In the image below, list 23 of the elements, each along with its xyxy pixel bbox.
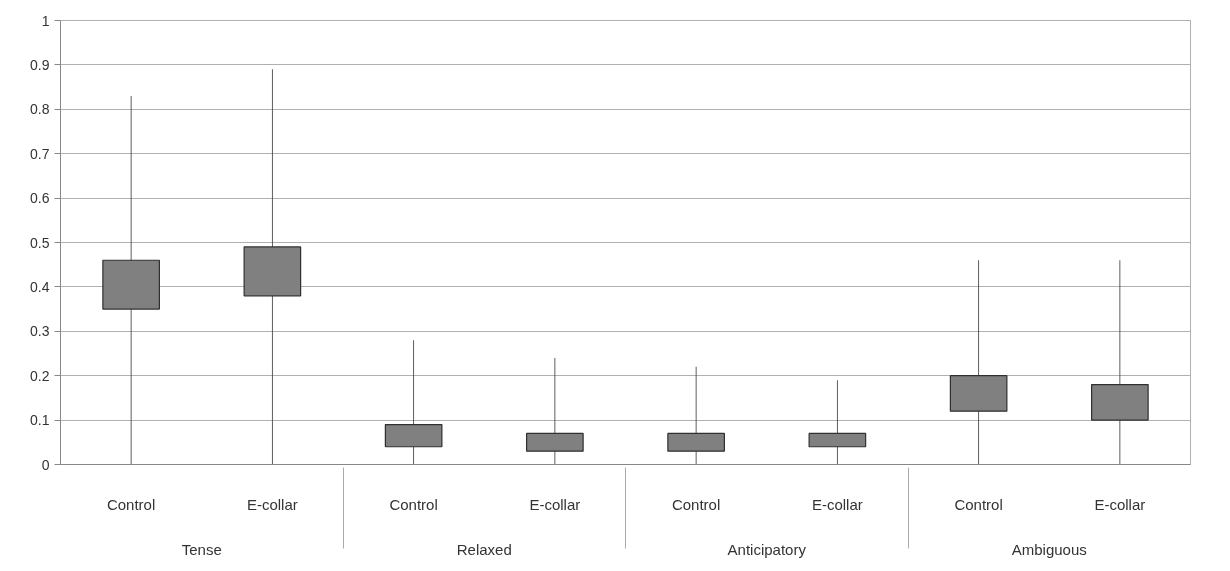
text: Relaxed [456, 540, 512, 558]
y-tick-label: 0.4 [30, 278, 50, 295]
y-tick-label: 0.1 [30, 412, 50, 429]
text: Anticipatory [727, 540, 807, 558]
x-tick-label: Control [389, 495, 438, 513]
y-tick-label: 0.3 [30, 323, 50, 340]
y-tick-label: 0.9 [30, 56, 50, 73]
x-tick-label: E-collar [529, 495, 581, 513]
x-tick-label: E-collar [811, 495, 863, 513]
text: Tense [181, 540, 222, 558]
text: Ambiguous [1011, 540, 1087, 558]
y-tick-label: 0.5 [30, 234, 50, 251]
x-tick-label: Control [671, 495, 721, 513]
x-tick-label: E-collar [1094, 495, 1146, 513]
y-tick-label: 1 [41, 12, 50, 29]
y-tick-label: 0 [41, 456, 50, 473]
y-tick-label: 0.7 [30, 145, 50, 162]
x-tick-label: E-collar [246, 495, 298, 513]
y-tick-label: 0.6 [30, 190, 50, 207]
y-tick-label: 0.8 [30, 101, 50, 118]
x-tick-label: Control [106, 495, 156, 513]
y-tick-label: 0.2 [30, 367, 50, 384]
x-tick-label: Control [954, 495, 1003, 513]
